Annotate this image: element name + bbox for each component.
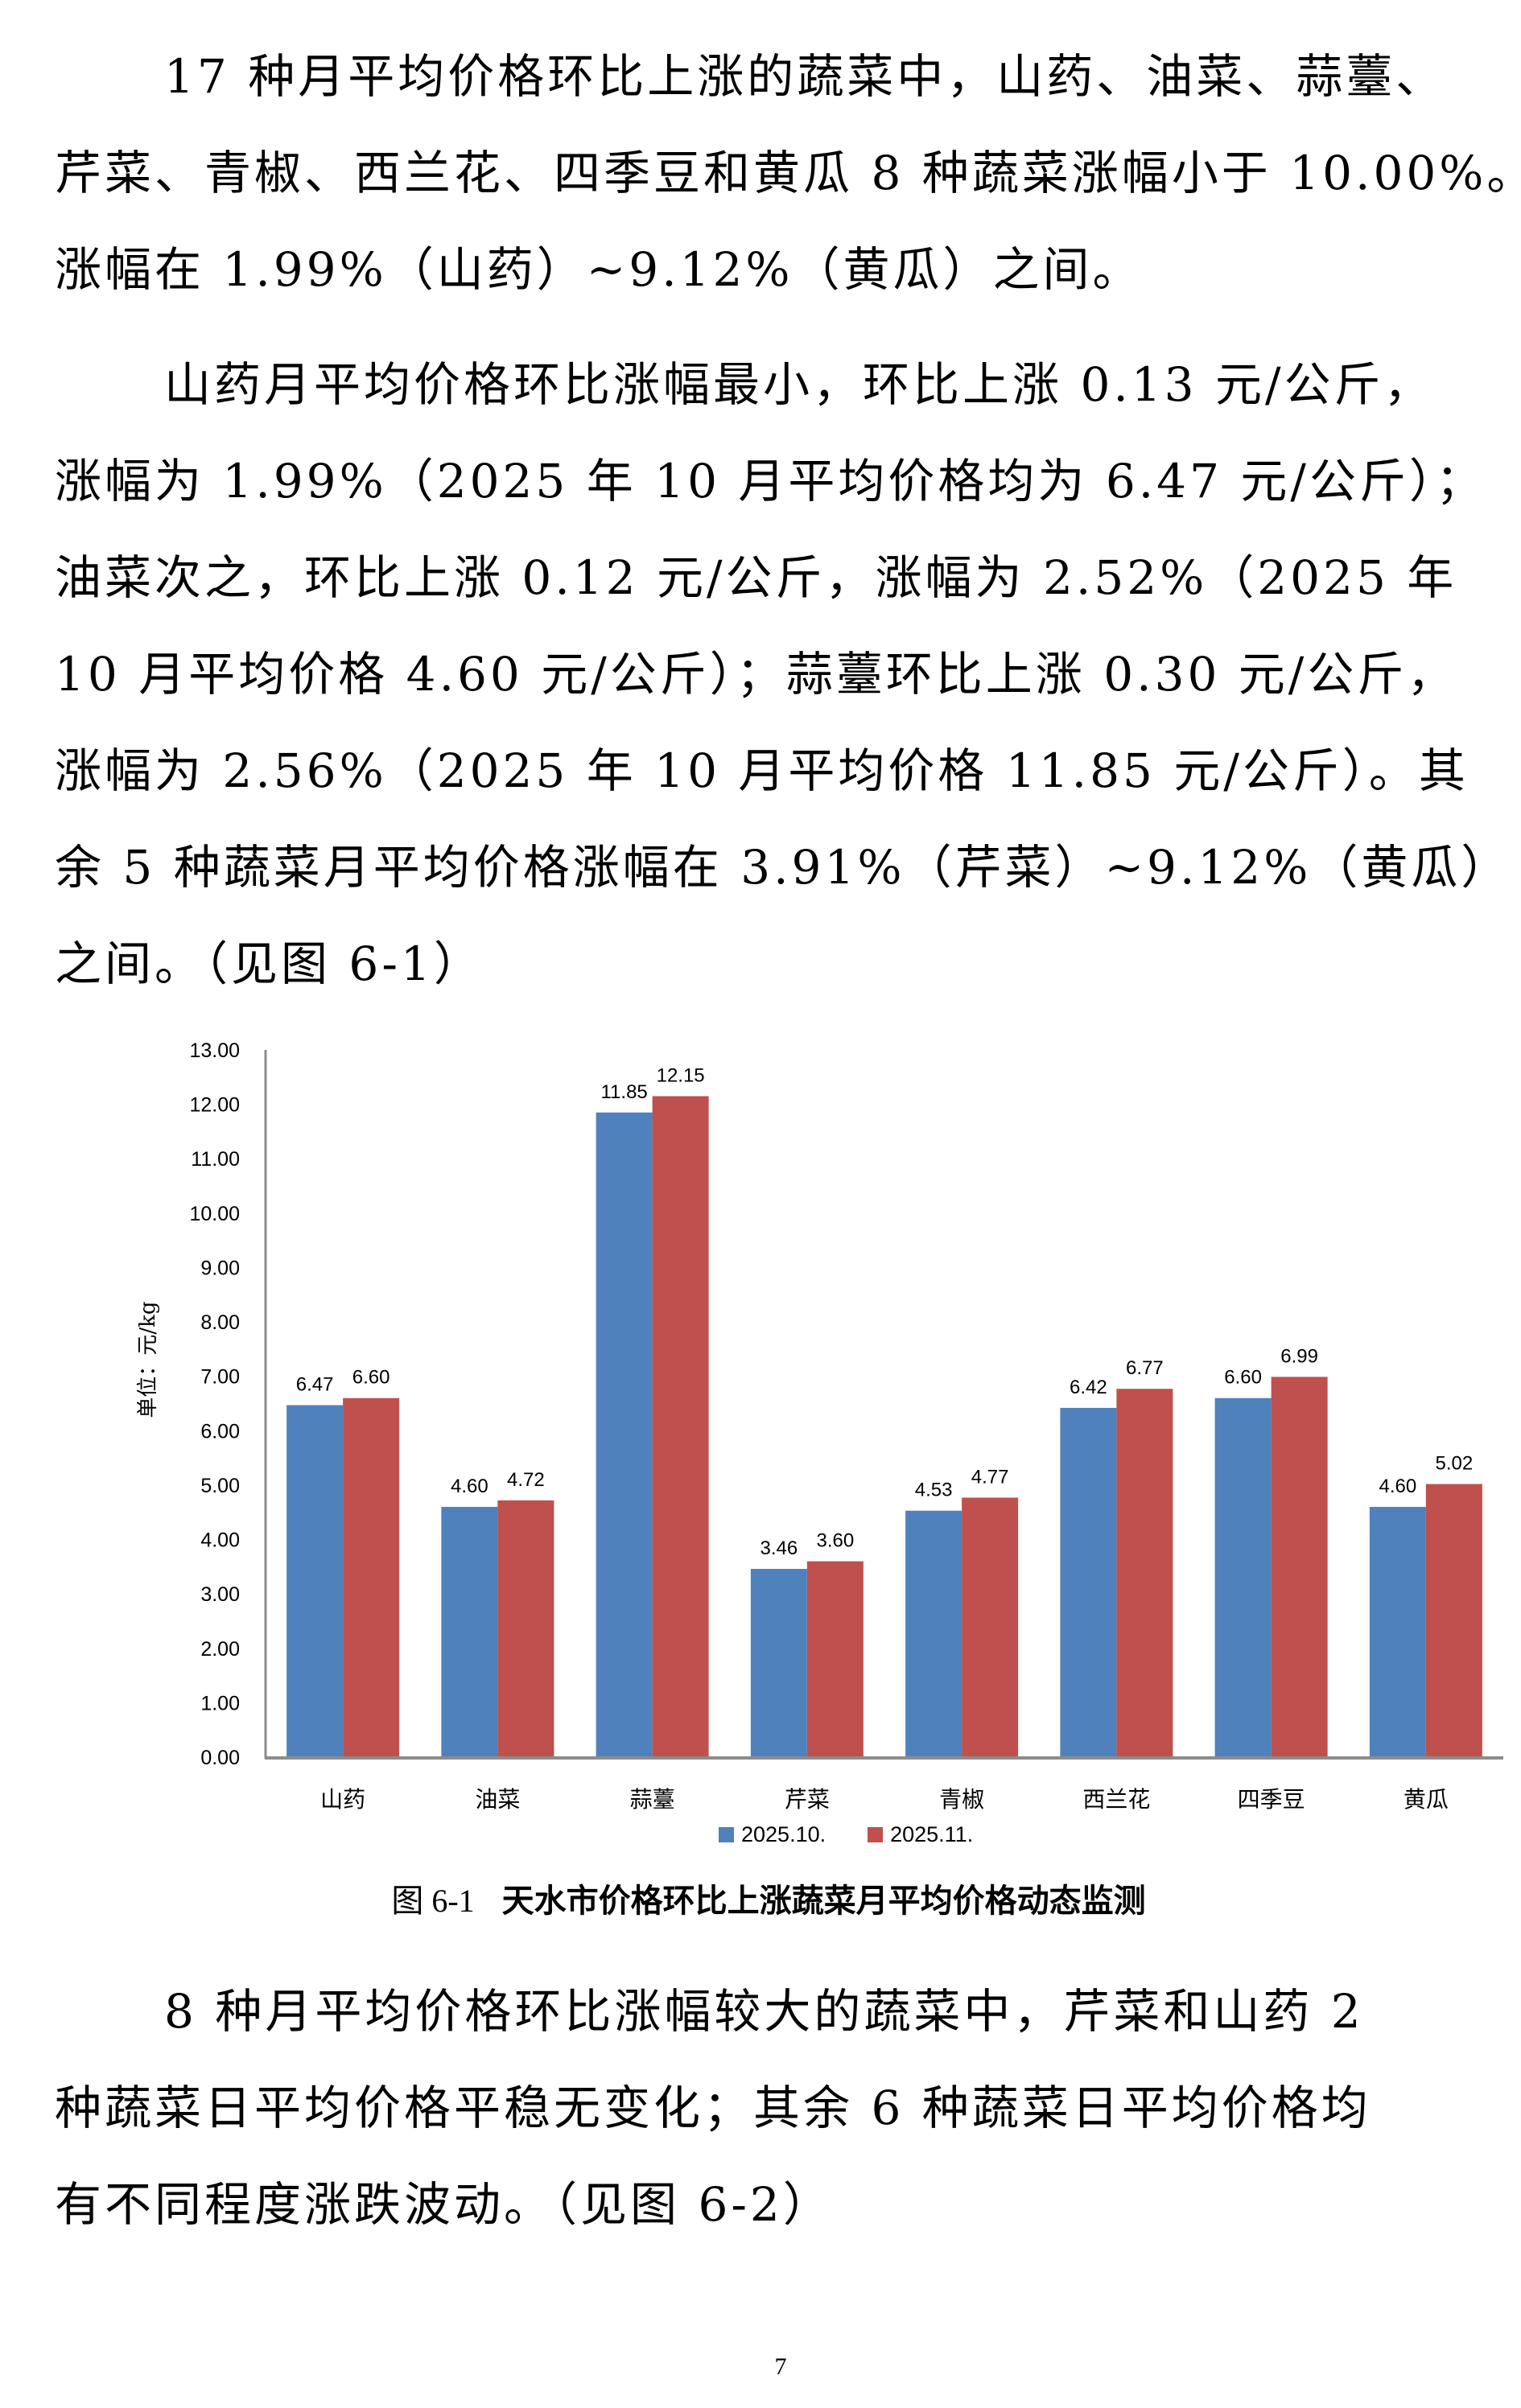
y-tick-label: 10.00 — [189, 1203, 240, 1225]
bar — [1425, 1484, 1482, 1757]
y-tick-label: 13.00 — [189, 1039, 240, 1062]
text-line: 涨幅在 1.99%（山药）~9.12%（黄瓜）之间。 — [55, 242, 1143, 297]
bar — [905, 1510, 962, 1757]
x-category-label: 山药 — [320, 1786, 365, 1813]
y-tick-label: 4.00 — [200, 1529, 240, 1552]
y-tick-label: 9.00 — [200, 1257, 240, 1279]
bar — [962, 1497, 1019, 1757]
text-line: 8 种月平均价格环比涨幅较大的蔬菜中，芹菜和山药 2 — [164, 1984, 1364, 2039]
data-label: 5.02 — [1436, 1453, 1474, 1475]
text-line: 芹菜、青椒、西兰花、四季豆和黄瓜 8 种蔬菜涨幅小于 10.00%。 — [55, 146, 1521, 200]
text-line: 之间。（见图 6-1） — [55, 936, 484, 991]
paragraph-2: 山药月平均价格环比涨幅最小，环比上涨 0.13 元/公斤， 涨幅为 1.99%（… — [55, 336, 1511, 1012]
data-label: 3.60 — [817, 1530, 855, 1552]
legend-item-2025-10: 2025.10. — [719, 1822, 826, 1847]
bar — [806, 1561, 864, 1757]
x-category-label: 蒜薹 — [630, 1786, 675, 1813]
data-label: 6.42 — [1070, 1377, 1107, 1398]
x-category-label: 黄瓜 — [1404, 1786, 1449, 1813]
bar — [343, 1397, 400, 1757]
bar — [1060, 1407, 1117, 1757]
x-category-label: 芹菜 — [785, 1786, 830, 1813]
y-tick-label: 1.00 — [200, 1692, 240, 1714]
data-label: 4.72 — [507, 1469, 545, 1491]
data-label: 3.46 — [760, 1537, 798, 1559]
bar — [497, 1500, 554, 1757]
data-label: 6.47 — [296, 1374, 334, 1396]
y-axis-title: 单位：元/kg — [136, 1301, 160, 1418]
data-label: 11.85 — [600, 1081, 647, 1103]
bar — [441, 1506, 498, 1757]
figure-title: 天水市价格环比上涨蔬菜月平均价格动态监测 — [501, 1883, 1146, 1920]
y-tick-label: 8.00 — [200, 1311, 240, 1334]
y-tick-label: 5.00 — [200, 1475, 240, 1497]
bar — [1271, 1377, 1328, 1757]
text-line: 涨幅为 1.99%（2025 年 10 月平均价格均为 6.47 元/公斤）； — [55, 454, 1486, 508]
y-tick-label: 11.00 — [191, 1148, 240, 1171]
paragraph-3: 8 种月平均价格环比涨幅较大的蔬菜中，芹菜和山药 2 种蔬菜日平均价格平稳无变化… — [55, 1963, 1471, 2253]
figure-caption: 图 6-1 天水市价格环比上涨蔬菜月平均价格动态监测 — [0, 1875, 1521, 1921]
bar — [1369, 1506, 1426, 1757]
bar — [750, 1569, 807, 1757]
figure-number: 图 6-1 — [391, 1883, 475, 1919]
y-tick-label: 6.00 — [200, 1420, 240, 1443]
x-category-label: 青椒 — [939, 1786, 984, 1813]
x-category-label: 四季豆 — [1238, 1786, 1305, 1813]
y-tick-label: 2.00 — [200, 1638, 240, 1661]
y-tick-label: 12.00 — [189, 1094, 240, 1117]
text-line: 17 种月平均价格环比上涨的蔬菜中，山药、油菜、蒜薹、 — [164, 49, 1446, 104]
x-category-label: 油菜 — [475, 1786, 520, 1813]
bar — [286, 1405, 344, 1757]
data-label: 4.53 — [915, 1480, 953, 1501]
text-line: 涨幅为 2.56%（2025 年 10 月平均价格 11.85 元/公斤）。其 — [55, 743, 1469, 798]
data-label: 4.60 — [1379, 1476, 1417, 1497]
page-number: 7 — [774, 2353, 787, 2380]
data-label: 6.77 — [1126, 1357, 1164, 1379]
y-tick-label: 3.00 — [200, 1583, 240, 1606]
legend-swatch-blue — [719, 1827, 734, 1842]
legend-label: 2025.11. — [890, 1822, 974, 1846]
bar — [652, 1096, 709, 1757]
data-label: 6.99 — [1280, 1345, 1318, 1367]
data-label: 12.15 — [657, 1064, 705, 1086]
data-label: 4.77 — [971, 1466, 1009, 1488]
bar — [1116, 1389, 1173, 1757]
data-label: 6.60 — [352, 1367, 390, 1389]
bar — [1214, 1397, 1272, 1757]
text-line: 余 5 种蔬菜月平均价格涨幅在 3.91%（芹菜）~9.12%（黄瓜） — [55, 840, 1511, 895]
chart-legend: 2025.10. 2025.11. — [719, 1822, 1015, 1847]
legend-label: 2025.10. — [741, 1822, 826, 1846]
legend-swatch-red — [868, 1827, 884, 1842]
legend-item-2025-11: 2025.11. — [868, 1822, 973, 1847]
y-tick-label: 0.00 — [200, 1747, 240, 1769]
bar — [596, 1112, 653, 1757]
data-label: 4.60 — [451, 1476, 488, 1497]
text-line: 山药月平均价格环比涨幅最小，环比上涨 0.13 元/公斤， — [164, 357, 1434, 412]
x-category-label: 西兰花 — [1082, 1786, 1150, 1813]
text-line: 10 月平均价格 4.60 元/公斤）；蒜薹环比上涨 0.30 元/公斤， — [55, 647, 1457, 702]
text-line: 油菜次之，环比上涨 0.12 元/公斤，涨幅为 2.52%（2025 年 — [55, 550, 1457, 605]
data-label: 6.60 — [1224, 1367, 1262, 1389]
text-line: 种蔬菜日平均价格平稳无变化；其余 6 种蔬菜日平均价格均 — [55, 2081, 1371, 2135]
text-line: 有不同程度涨跌波动。（见图 6-2） — [55, 2177, 833, 2232]
paragraph-1: 17 种月平均价格环比上涨的蔬菜中，山药、油菜、蒜薹、 芹菜、青椒、西兰花、四季… — [55, 28, 1521, 318]
y-tick-label: 7.00 — [200, 1366, 240, 1389]
